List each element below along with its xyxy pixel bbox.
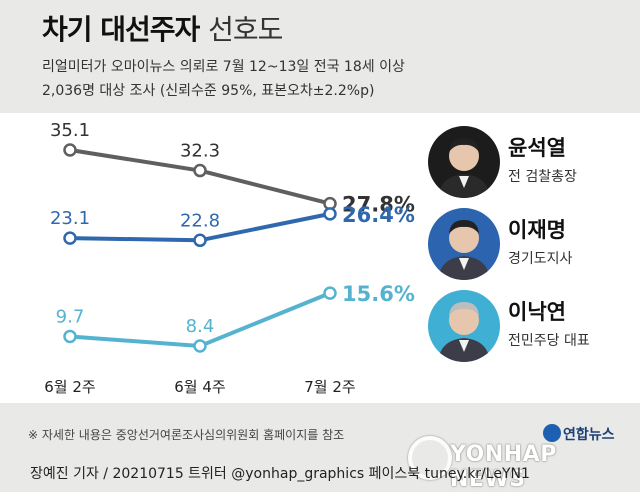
person-icon [438,138,490,198]
subtitle-line-1: 리얼미터가 오마이뉴스 의뢰로 7월 12~13일 전국 18세 이상 [42,59,405,75]
data-point-1-2 [193,163,207,178]
candidate-role-1: 전 검찰총장 [508,169,577,185]
yonhap-logo-icon [543,424,561,442]
data-label-2-1: 23.1 [50,208,90,229]
data-label-2-2: 22.8 [180,210,220,231]
data-label-3-2: 8.4 [186,316,215,337]
x-tick-label-3: 7월 2주 [304,378,356,396]
watermark-circle-icon [408,436,452,480]
data-label-2-3: 26.4% [342,203,415,227]
data-label-3-3: 15.6% [342,282,415,306]
data-point-2-1 [63,231,77,245]
yonhap-logo: 연합뉴스 [543,424,615,444]
avatar-2 [428,208,500,280]
data-label-1-1: 35.1 [50,120,90,141]
data-label-1-3: 27.8% [342,193,415,217]
title-suffix-text: 선호도 [208,13,283,46]
page-title: 차기 대선주자 선호도 [42,8,283,48]
data-point-2-2 [193,233,207,248]
title-main-text: 차기 대선주자 [42,13,200,46]
chart-panel: 35.1 32.3 27.8% 23.1 22.8 26.4% 9.7 8.4 15.6% [0,113,640,403]
data-point-3-2 [193,339,207,353]
data-point-1-1 [63,143,77,157]
data-label-1-2: 32.3 [180,141,220,162]
person-icon [438,220,490,280]
x-tick-label-1: 6월 2주 [44,378,96,396]
yonhap-logo-text: 연합뉴스 [563,427,615,443]
avatar-1 [428,126,500,198]
data-point-3-1 [63,329,77,344]
line-chart: 35.1 32.3 27.8% 23.1 22.8 26.4% 9.7 8.4 15.6% [50,120,415,353]
data-label-3-1: 9.7 [56,306,85,327]
x-tick-label-2: 6월 4주 [174,378,226,396]
person-icon [438,302,490,362]
data-point-2-3 [323,207,337,221]
credit-line: 장예진 기자 / 20210715 트위터 @yonhap_graphics 페… [30,466,530,482]
subtitle-line-2: 2,036명 대상 조사 (신뢰수준 95%, 표본오차±2.2%p) [42,83,375,99]
candidate-role-3: 전민주당 대표 [508,333,590,349]
footnote: ※ 자세한 내용은 중앙선거여론조사심의위원회 홈페이지를 참조 [28,428,345,442]
avatar-3 [428,290,500,362]
candidate-name-1: 윤석열 [508,136,566,160]
candidate-name-2: 이재명 [508,218,566,242]
candidate-name-3: 이낙연 [508,300,566,324]
candidate-role-2: 경기도지사 [508,251,573,267]
data-point-3-3 [323,286,337,300]
